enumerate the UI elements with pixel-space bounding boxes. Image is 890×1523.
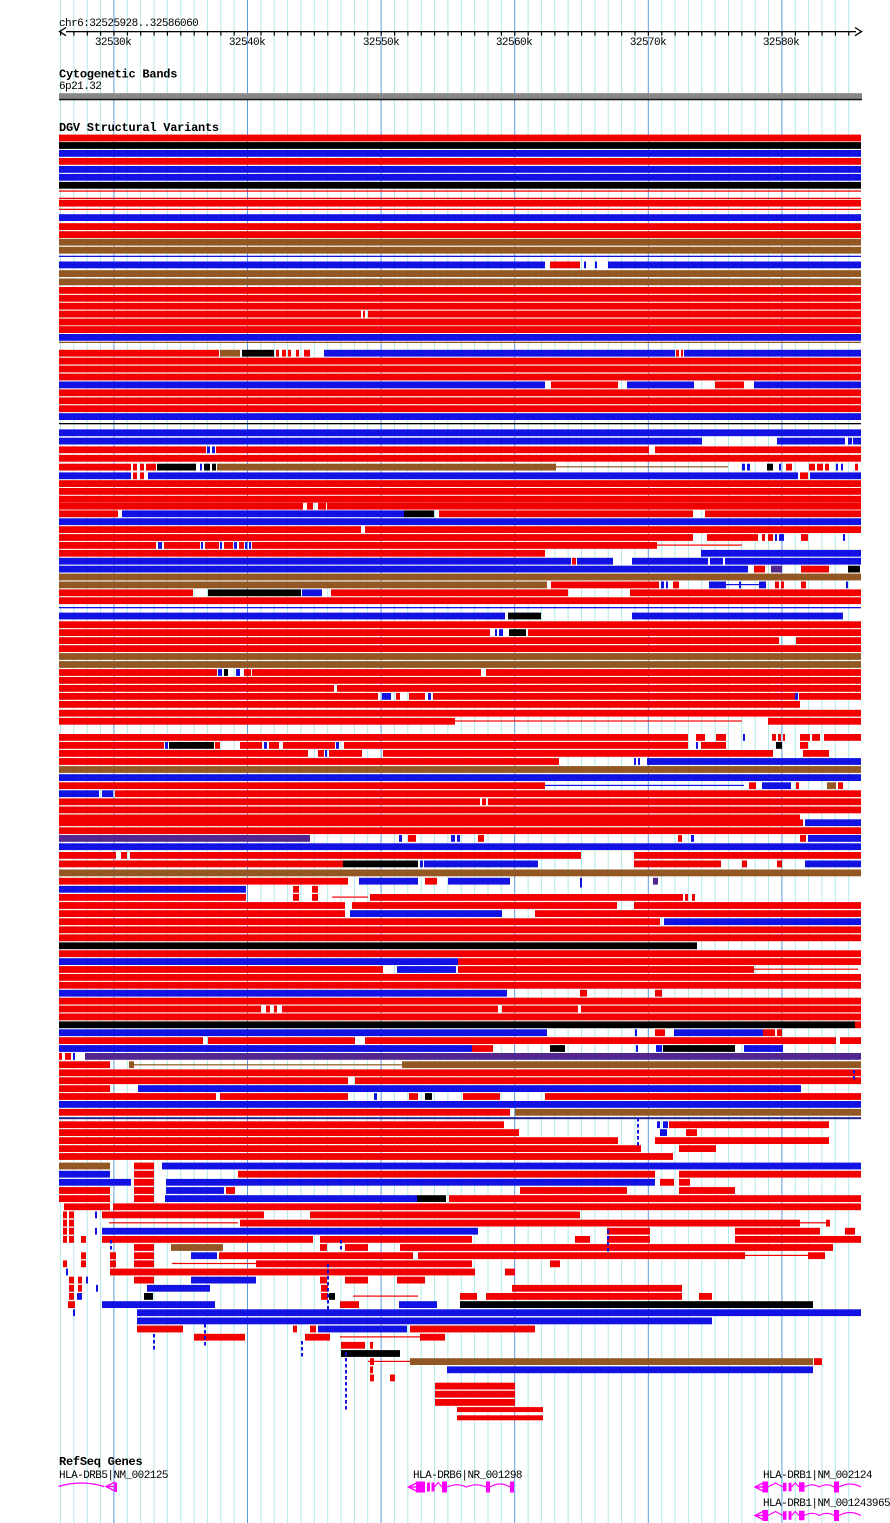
svg-text:DGV Structural Variants: DGV Structural Variants [59, 121, 219, 135]
svg-text:32540k: 32540k [229, 37, 266, 49]
svg-text:32570k: 32570k [630, 37, 667, 49]
svg-text:HLA-DRB5|NM_002125: HLA-DRB5|NM_002125 [59, 1470, 168, 1482]
svg-text:32580k: 32580k [763, 37, 800, 49]
svg-text:HLA-DRB6|NR_001298: HLA-DRB6|NR_001298 [413, 1470, 522, 1482]
svg-text:HLA-DRB1|NM_002124: HLA-DRB1|NM_002124 [763, 1470, 873, 1482]
svg-text:32560k: 32560k [496, 37, 533, 49]
svg-text:32530k: 32530k [95, 37, 132, 49]
svg-text:6p21.32: 6p21.32 [59, 81, 101, 93]
svg-text:RefSeq Genes: RefSeq Genes [59, 1455, 142, 1469]
svg-text:chr6:32525928..32586060: chr6:32525928..32586060 [59, 18, 198, 30]
svg-text:HLA-DRB1|NM_001243965: HLA-DRB1|NM_001243965 [763, 1498, 890, 1510]
svg-text:Cytogenetic Bands: Cytogenetic Bands [59, 68, 177, 82]
svg-text:32550k: 32550k [363, 37, 400, 49]
